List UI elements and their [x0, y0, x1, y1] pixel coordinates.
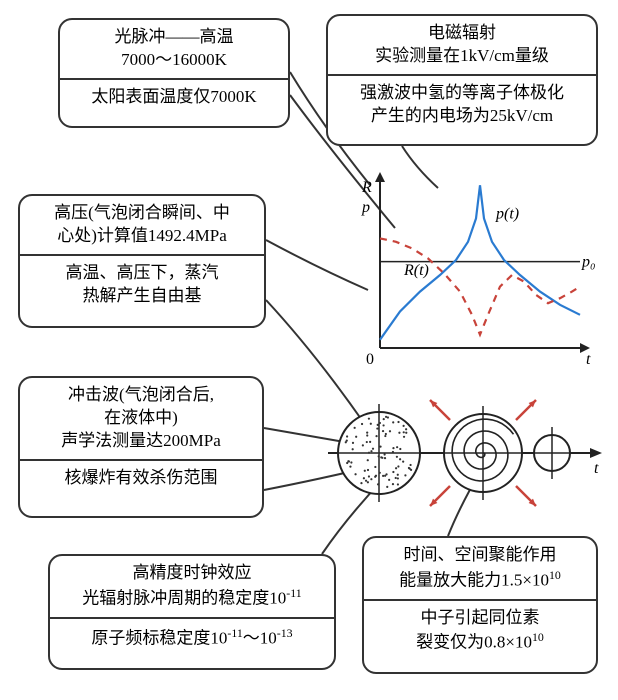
box-em-radiation-top: 电磁辐射 实验测量在1kV/cm量级: [328, 16, 596, 74]
text: 强激波中氢的等离子体极化: [338, 82, 586, 105]
svg-text:R: R: [361, 179, 372, 196]
svg-text:p: p: [361, 199, 370, 216]
box-clock-effect: 高精度时钟效应 光辐射脉冲周期的稳定度10-11 原子频标稳定度10-11～10…: [48, 554, 336, 670]
text: 太阳表面温度仅7000K: [70, 86, 278, 109]
text: 能量放大能力1.5×1010: [374, 567, 586, 593]
text: 心处)计算值1492.4MPa: [30, 225, 254, 248]
text: 中子引起同位素: [374, 607, 586, 630]
box-em-radiation: 电磁辐射 实验测量在1kV/cm量级 强激波中氢的等离子体极化 产生的内电场为2…: [326, 14, 598, 146]
box-high-pressure: 高压(气泡闭合瞬间、中 心处)计算值1492.4MPa 高温、高压下，蒸汽 热解…: [18, 194, 266, 328]
box-em-radiation-bottom: 强激波中氢的等离子体极化 产生的内电场为25kV/cm: [328, 74, 596, 134]
text: 高温、高压下，蒸汽: [30, 262, 254, 285]
svg-text:t: t: [586, 351, 591, 368]
text: 光辐射脉冲周期的稳定度10-11: [60, 585, 324, 611]
text: 电磁辐射: [338, 22, 586, 45]
box-light-pulse-bottom: 太阳表面温度仅7000K: [60, 78, 288, 115]
text: 高压(气泡闭合瞬间、中: [30, 202, 254, 225]
bubble-sequence: t: [328, 398, 604, 508]
box-shock-wave-bottom: 核爆炸有效杀伤范围: [20, 459, 262, 496]
box-focus-effect-top: 时间、空间聚能作用 能量放大能力1.5×1010: [364, 538, 596, 599]
box-shock-wave: 冲击波(气泡闭合后, 在液体中) 声学法测量达200MPa 核爆炸有效杀伤范围: [18, 376, 264, 518]
box-focus-effect-bottom: 中子引起同位素 裂变仅为0.8×1010: [364, 599, 596, 662]
box-focus-effect: 时间、空间聚能作用 能量放大能力1.5×1010 中子引起同位素 裂变仅为0.8…: [362, 536, 598, 674]
text: 实验测量在1kV/cm量级: [338, 45, 586, 68]
text: 核爆炸有效杀伤范围: [30, 467, 252, 490]
text: 在液体中): [30, 407, 252, 430]
text: 热解产生自由基: [30, 285, 254, 308]
text: 声学法测量达200MPa: [30, 430, 252, 453]
text: 裂变仅为0.8×1010: [374, 629, 586, 655]
svg-text:0: 0: [366, 351, 374, 368]
box-high-pressure-bottom: 高温、高压下，蒸汽 热解产生自由基: [20, 254, 264, 314]
svg-text:p(t): p(t): [495, 206, 519, 223]
text: 原子频标稳定度10-11～10-13: [60, 625, 324, 651]
text: 高精度时钟效应: [60, 562, 324, 585]
box-shock-wave-top: 冲击波(气泡闭合后, 在液体中) 声学法测量达200MPa: [20, 378, 262, 459]
svg-text:R(t): R(t): [403, 262, 429, 279]
text: 光脉冲——高温: [70, 26, 278, 49]
box-clock-effect-top: 高精度时钟效应 光辐射脉冲周期的稳定度10-11: [50, 556, 334, 617]
text: 冲击波(气泡闭合后,: [30, 384, 252, 407]
text: 时间、空间聚能作用: [374, 544, 586, 567]
box-light-pulse: 光脉冲——高温 7000～16000K 太阳表面温度仅7000K: [58, 18, 290, 128]
box-clock-effect-bottom: 原子频标稳定度10-11～10-13: [50, 617, 334, 657]
rp-chart: Rp p(t) R(t) p₀ 0 t: [352, 168, 600, 370]
svg-text:p₀: p₀: [581, 254, 596, 271]
text: 7000～16000K: [70, 49, 278, 72]
box-light-pulse-top: 光脉冲——高温 7000～16000K: [60, 20, 288, 78]
svg-text:t: t: [594, 460, 599, 477]
box-high-pressure-top: 高压(气泡闭合瞬间、中 心处)计算值1492.4MPa: [20, 196, 264, 254]
text: 产生的内电场为25kV/cm: [338, 105, 586, 128]
